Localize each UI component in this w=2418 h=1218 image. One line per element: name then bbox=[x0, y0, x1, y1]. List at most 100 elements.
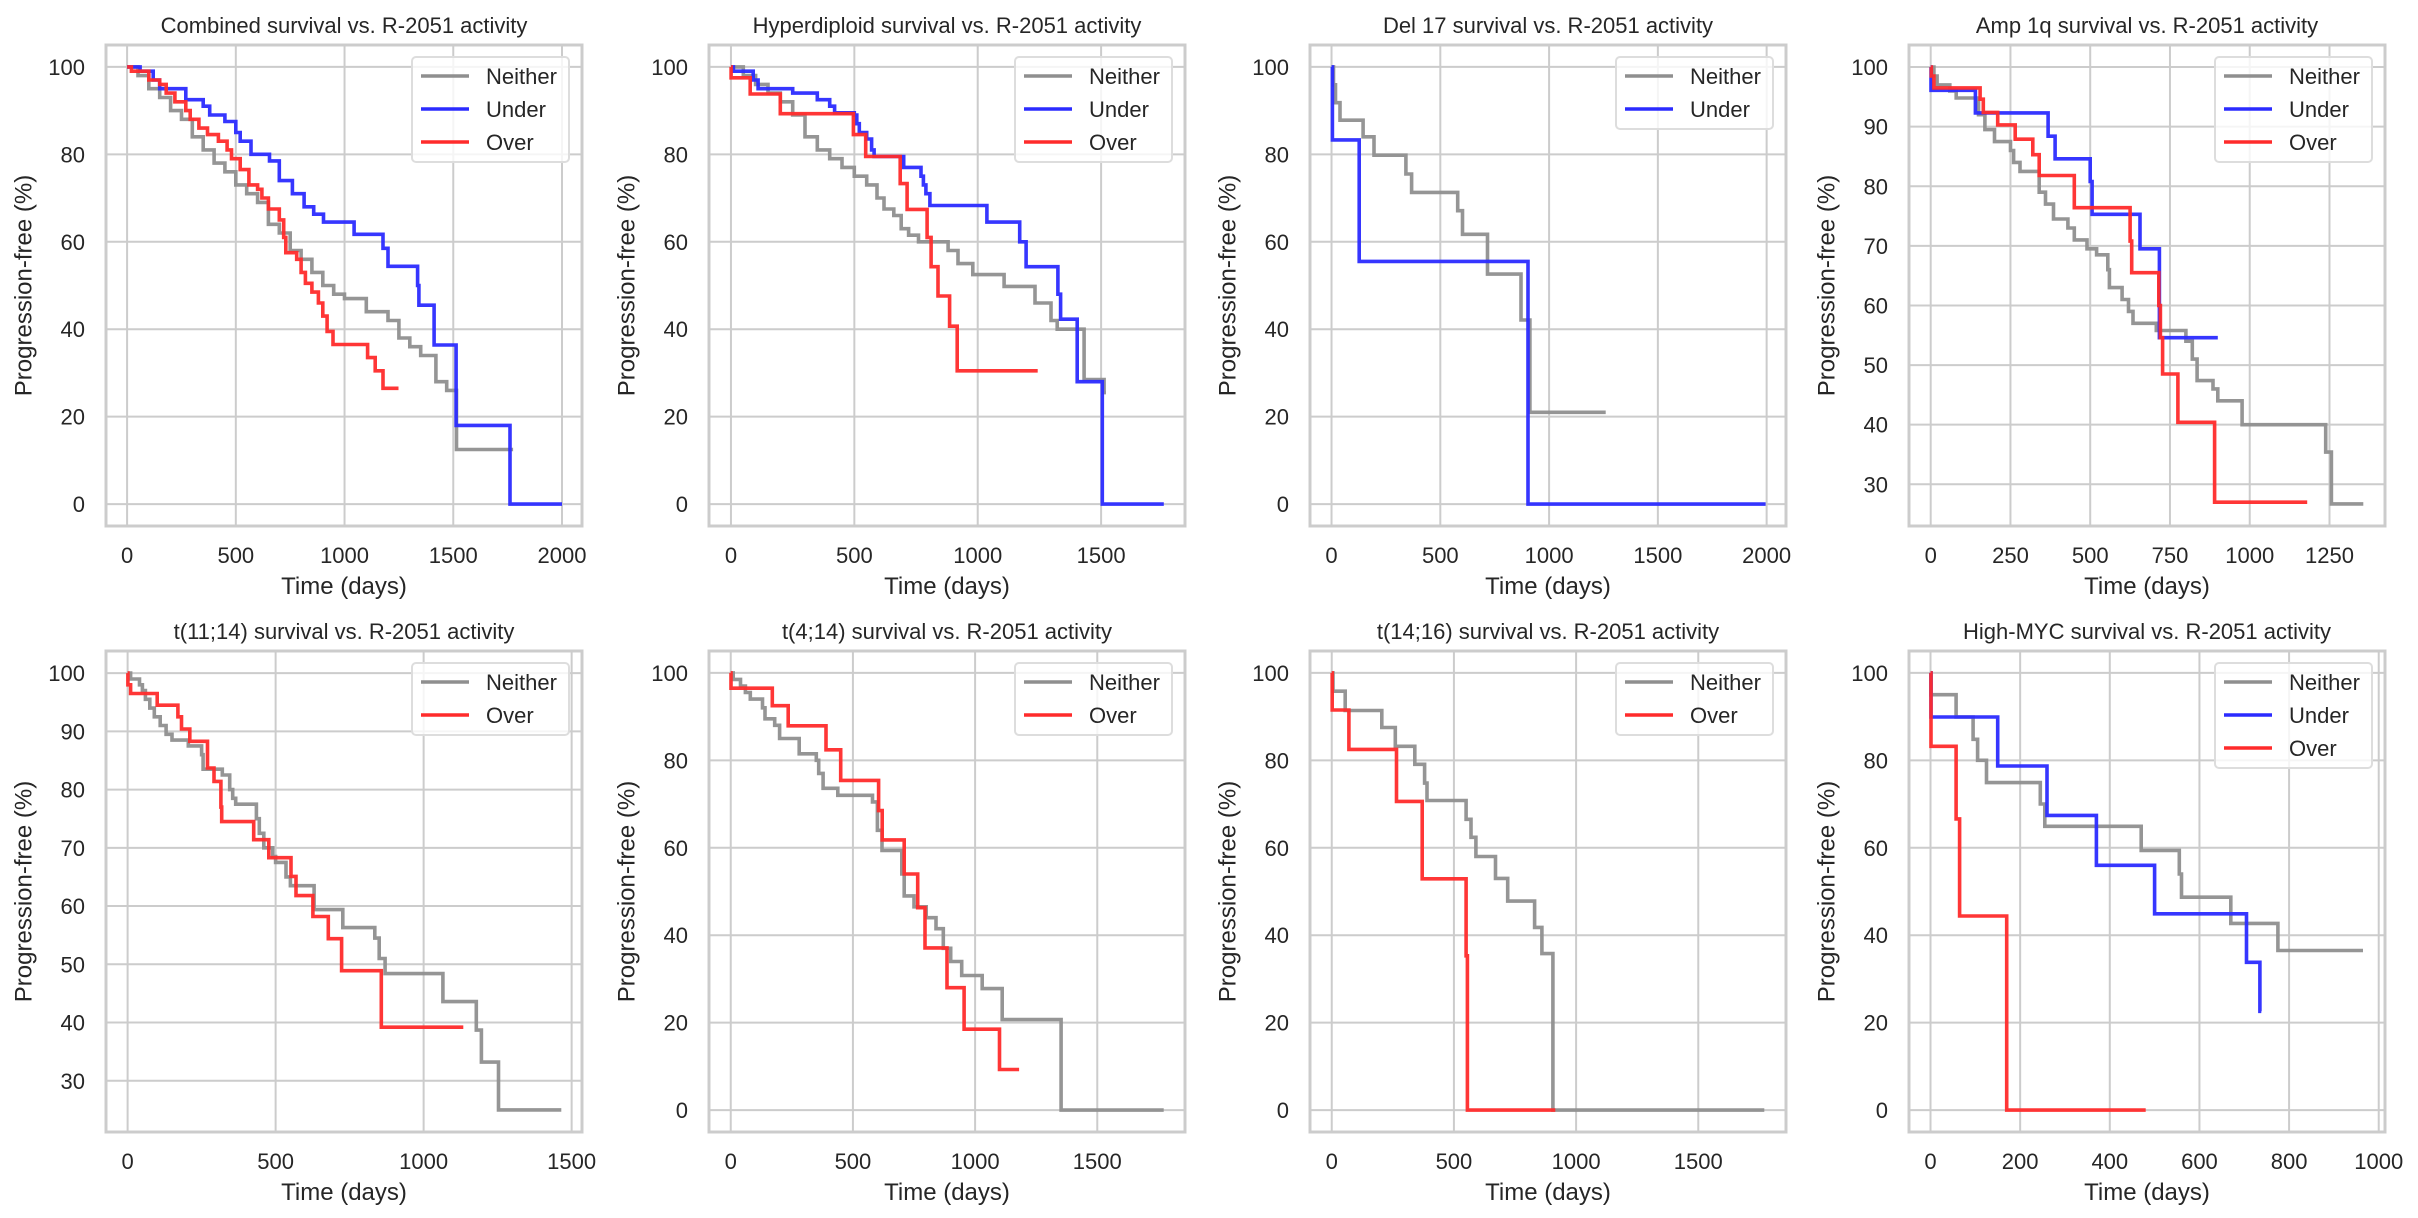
series-group bbox=[1929, 671, 2363, 1112]
y-tick-label: 90 bbox=[1864, 115, 1888, 140]
y-axis-label: Progression-free (%) bbox=[1214, 781, 1241, 1002]
legend: Neither Under Over bbox=[1014, 56, 1173, 163]
legend-label: Over bbox=[1089, 703, 1137, 728]
x-tick-label: 0 bbox=[121, 1149, 133, 1174]
x-axis-label: Time (days) bbox=[281, 573, 407, 600]
axes-frame bbox=[1308, 43, 1788, 528]
y-tick-label: 0 bbox=[1876, 1098, 1888, 1123]
y-tick-label: 60 bbox=[1864, 293, 1888, 318]
subplot-2: 0 500 1000 1500 0 20 40 60 80 100 Hyperdiploid sur… bbox=[613, 13, 1187, 600]
y-tick-label: 80 bbox=[664, 748, 688, 773]
x-tick-label: 0 bbox=[1924, 1149, 1936, 1174]
subplot-6: 0 500 1000 1500 0 20 40 60 80 100 t(4;14) survival… bbox=[613, 619, 1187, 1206]
series-line-under bbox=[127, 65, 562, 506]
axes-frame bbox=[707, 43, 1187, 528]
y-tick-label: 80 bbox=[1265, 142, 1289, 167]
y-tick-label: 50 bbox=[1864, 353, 1888, 378]
legend-label: Neither bbox=[1089, 64, 1160, 89]
subplot-title: t(14;16) survival vs. R-2051 activity bbox=[1377, 619, 1719, 644]
y-tick-label: 30 bbox=[1864, 472, 1888, 497]
x-tick-label: 1000 bbox=[953, 543, 1002, 568]
x-tick-label: 750 bbox=[2152, 543, 2189, 568]
axes-frame bbox=[1907, 43, 2387, 528]
x-tick-label: 1250 bbox=[2305, 543, 2354, 568]
legend-label: Under bbox=[1089, 97, 1149, 122]
y-tick-label: 60 bbox=[61, 894, 85, 919]
legend: Neither Over bbox=[411, 662, 570, 736]
x-tick-label: 500 bbox=[257, 1149, 294, 1174]
series-group bbox=[1330, 65, 1766, 506]
legend-box bbox=[1014, 56, 1173, 163]
axes-frame bbox=[104, 649, 584, 1134]
y-axis-label: Progression-free (%) bbox=[10, 781, 37, 1002]
x-tick-label: 1500 bbox=[1077, 543, 1126, 568]
series-line-over bbox=[126, 671, 464, 1029]
legend-label: Under bbox=[2289, 703, 2349, 728]
x-axis-label: Time (days) bbox=[884, 573, 1010, 600]
y-tick-label: 80 bbox=[1265, 748, 1289, 773]
y-tick-label: 60 bbox=[1265, 836, 1289, 861]
x-tick-label: 0 bbox=[725, 543, 737, 568]
legend-label: Under bbox=[1690, 97, 1750, 122]
x-axis-label: Time (days) bbox=[2084, 573, 2210, 600]
legend: Neither Under Over bbox=[2214, 56, 2373, 163]
y-tick-label: 60 bbox=[61, 230, 85, 255]
y-axis-label: Progression-free (%) bbox=[613, 781, 640, 1002]
legend-label: Neither bbox=[1089, 670, 1160, 695]
y-tick-label: 0 bbox=[1277, 1098, 1289, 1123]
x-tick-label: 1000 bbox=[2354, 1149, 2403, 1174]
series-line-under bbox=[1929, 65, 2218, 340]
series-line-under bbox=[1330, 65, 1766, 506]
y-tick-label: 0 bbox=[1277, 492, 1289, 517]
y-tick-label: 20 bbox=[1864, 1011, 1888, 1036]
legend-label: Over bbox=[486, 130, 534, 155]
y-tick-label: 100 bbox=[651, 55, 688, 80]
series-line-neither bbox=[127, 671, 562, 1112]
subplot-title: Combined survival vs. R-2051 activity bbox=[161, 13, 528, 38]
x-tick-label: 500 bbox=[1436, 1149, 1473, 1174]
x-tick-label: 1500 bbox=[547, 1149, 596, 1174]
x-tick-label: 250 bbox=[1992, 543, 2029, 568]
x-tick-label: 2000 bbox=[1742, 543, 1791, 568]
x-tick-label: 1000 bbox=[951, 1149, 1000, 1174]
subplot-1: 0 500 1000 1500 2000 0 20 40 60 80 100 Combined sur… bbox=[10, 13, 586, 600]
series-line-neither bbox=[731, 65, 1106, 395]
y-tick-label: 20 bbox=[61, 405, 85, 430]
series-line-over bbox=[127, 65, 399, 391]
x-tick-label: 1500 bbox=[1674, 1149, 1723, 1174]
legend-label: Over bbox=[1690, 703, 1738, 728]
legend-label: Over bbox=[1089, 130, 1137, 155]
x-tick-label: 0 bbox=[1326, 1149, 1338, 1174]
y-tick-label: 100 bbox=[1851, 661, 1888, 686]
series-line-under bbox=[731, 65, 1164, 506]
x-axis-label: Time (days) bbox=[884, 1179, 1010, 1206]
y-tick-label: 40 bbox=[1265, 923, 1289, 948]
legend-box bbox=[411, 56, 570, 163]
legend-box bbox=[2214, 662, 2373, 769]
y-tick-label: 60 bbox=[1265, 230, 1289, 255]
y-tick-label: 40 bbox=[664, 317, 688, 342]
y-tick-label: 100 bbox=[1252, 55, 1289, 80]
subplot-title: Del 17 survival vs. R-2051 activity bbox=[1383, 13, 1713, 38]
y-tick-label: 20 bbox=[1265, 1011, 1289, 1036]
legend-label: Under bbox=[486, 97, 546, 122]
series-group bbox=[729, 65, 1164, 506]
x-tick-label: 500 bbox=[835, 1149, 872, 1174]
y-tick-label: 50 bbox=[61, 952, 85, 977]
y-tick-label: 100 bbox=[48, 661, 85, 686]
subplot-title: t(11;14) survival vs. R-2051 activity bbox=[174, 619, 515, 644]
legend-label: Over bbox=[486, 703, 534, 728]
axes-frame bbox=[707, 649, 1187, 1134]
y-tick-label: 100 bbox=[1252, 661, 1289, 686]
y-tick-label: 70 bbox=[61, 836, 85, 861]
series-line-over bbox=[729, 65, 1038, 373]
x-tick-label: 1000 bbox=[1552, 1149, 1601, 1174]
legend-label: Neither bbox=[1690, 670, 1761, 695]
subplot-title: Hyperdiploid survival vs. R-2051 activit… bbox=[753, 13, 1142, 38]
axes-frame bbox=[1308, 649, 1788, 1134]
y-axis-label: Progression-free (%) bbox=[613, 175, 640, 396]
legend-label: Neither bbox=[486, 670, 557, 695]
subplot-4: 0 250 500 750 1000 1250 30 40 50 60 70 80 90 100 Amp 1… bbox=[1813, 13, 2387, 600]
series-group bbox=[1929, 65, 2364, 506]
y-axis-label: Progression-free (%) bbox=[10, 175, 37, 396]
